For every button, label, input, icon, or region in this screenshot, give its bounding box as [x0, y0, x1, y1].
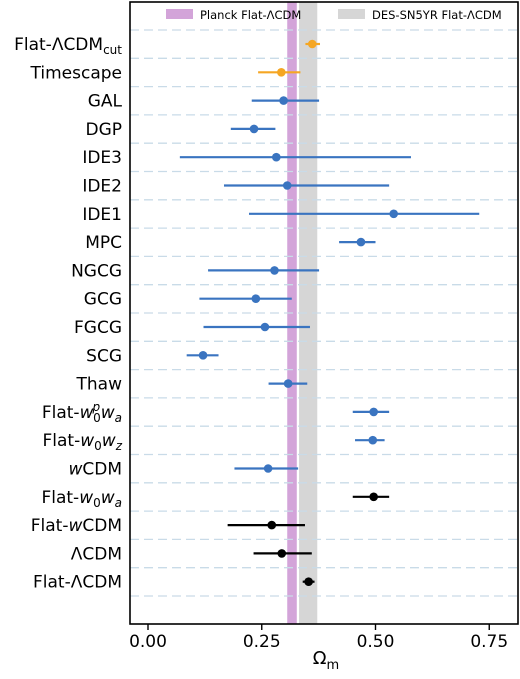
point-row	[251, 96, 320, 105]
point-row	[355, 435, 385, 445]
point-marker	[282, 181, 292, 190]
category-label: Flat-wCDM	[31, 516, 122, 536]
point-row	[352, 407, 390, 417]
legend-swatch-0	[166, 9, 193, 19]
category-label: DGP	[85, 120, 122, 140]
category-label: Flat-wp 0wa	[42, 400, 122, 425]
category-label: Flat-ΛCDM	[33, 573, 122, 593]
category-label: Flat-w0wz	[43, 431, 123, 453]
category-label: IDE3	[82, 148, 122, 168]
legend-label-0: Planck Flat-ΛCDM	[200, 8, 301, 22]
horizontal-gridlines	[130, 29, 518, 597]
point-marker	[260, 322, 270, 332]
category-label: Flat-w0wa	[41, 488, 122, 510]
category-label: NGCG	[71, 261, 122, 281]
point-row	[234, 464, 299, 473]
legend-label-1: DES-SN5YR Flat-ΛCDM	[372, 8, 502, 22]
category-label: IDE2	[82, 177, 122, 197]
point-marker	[277, 549, 287, 558]
point-row	[186, 351, 219, 360]
data-points	[179, 39, 480, 586]
point-marker	[368, 435, 378, 445]
point-marker	[369, 492, 378, 502]
point-row	[179, 152, 411, 162]
category-label: wCDM	[68, 460, 122, 480]
x-tick-label: 0.00	[129, 632, 167, 652]
category-label: MPC	[85, 233, 122, 253]
x-tick-label: 0.50	[357, 632, 395, 652]
point-marker	[279, 96, 288, 105]
point-marker	[369, 407, 378, 417]
point-row	[223, 181, 390, 190]
point-marker	[283, 379, 293, 388]
category-label: FGCG	[74, 318, 122, 338]
category-label: Flat-ΛCDMcut	[14, 35, 122, 57]
category-label: GAL	[88, 92, 123, 112]
plot-frame	[129, 1, 519, 625]
point-marker	[251, 294, 261, 304]
y-axis-labels: Flat-ΛCDMcut Timescape GAL DGP IDE3 IDE2 IDE1 M…	[14, 35, 123, 593]
category-label: SCG	[86, 346, 122, 366]
point-marker	[272, 152, 281, 162]
point-row	[352, 492, 390, 502]
point-marker	[389, 209, 399, 219]
point-marker	[270, 266, 279, 275]
x-tick-label: 0.25	[243, 632, 281, 652]
point-row	[227, 520, 305, 530]
point-row	[230, 124, 276, 134]
point-row	[305, 39, 320, 49]
point-marker	[267, 520, 277, 530]
point-row	[203, 322, 310, 332]
point-marker	[249, 124, 259, 134]
x-axis: 0.00 0.25 0.50 0.75	[129, 624, 508, 652]
point-row	[302, 577, 315, 586]
point-marker	[198, 351, 208, 360]
point-marker	[356, 237, 366, 247]
category-label: ΛCDM	[71, 544, 122, 564]
legend-swatch-1	[338, 9, 365, 19]
point-marker	[304, 577, 313, 586]
category-label: Timescape	[30, 63, 122, 83]
x-axis-title: Ωm	[313, 648, 339, 673]
point-row	[268, 379, 308, 388]
point-row	[258, 68, 301, 77]
x-tick-label: 0.75	[470, 632, 508, 652]
category-label: GCG	[84, 290, 122, 310]
point-row	[208, 266, 320, 275]
point-marker	[263, 464, 273, 473]
point-row	[249, 209, 480, 219]
point-row	[253, 549, 312, 558]
category-label: Thaw	[76, 375, 123, 395]
category-label: IDE1	[82, 205, 122, 225]
point-row	[339, 237, 376, 247]
legend: Planck Flat-ΛCDM DES-SN5YR Flat-ΛCDM	[166, 8, 502, 22]
point-row	[199, 294, 292, 304]
point-marker	[277, 68, 286, 77]
point-marker	[307, 39, 317, 49]
